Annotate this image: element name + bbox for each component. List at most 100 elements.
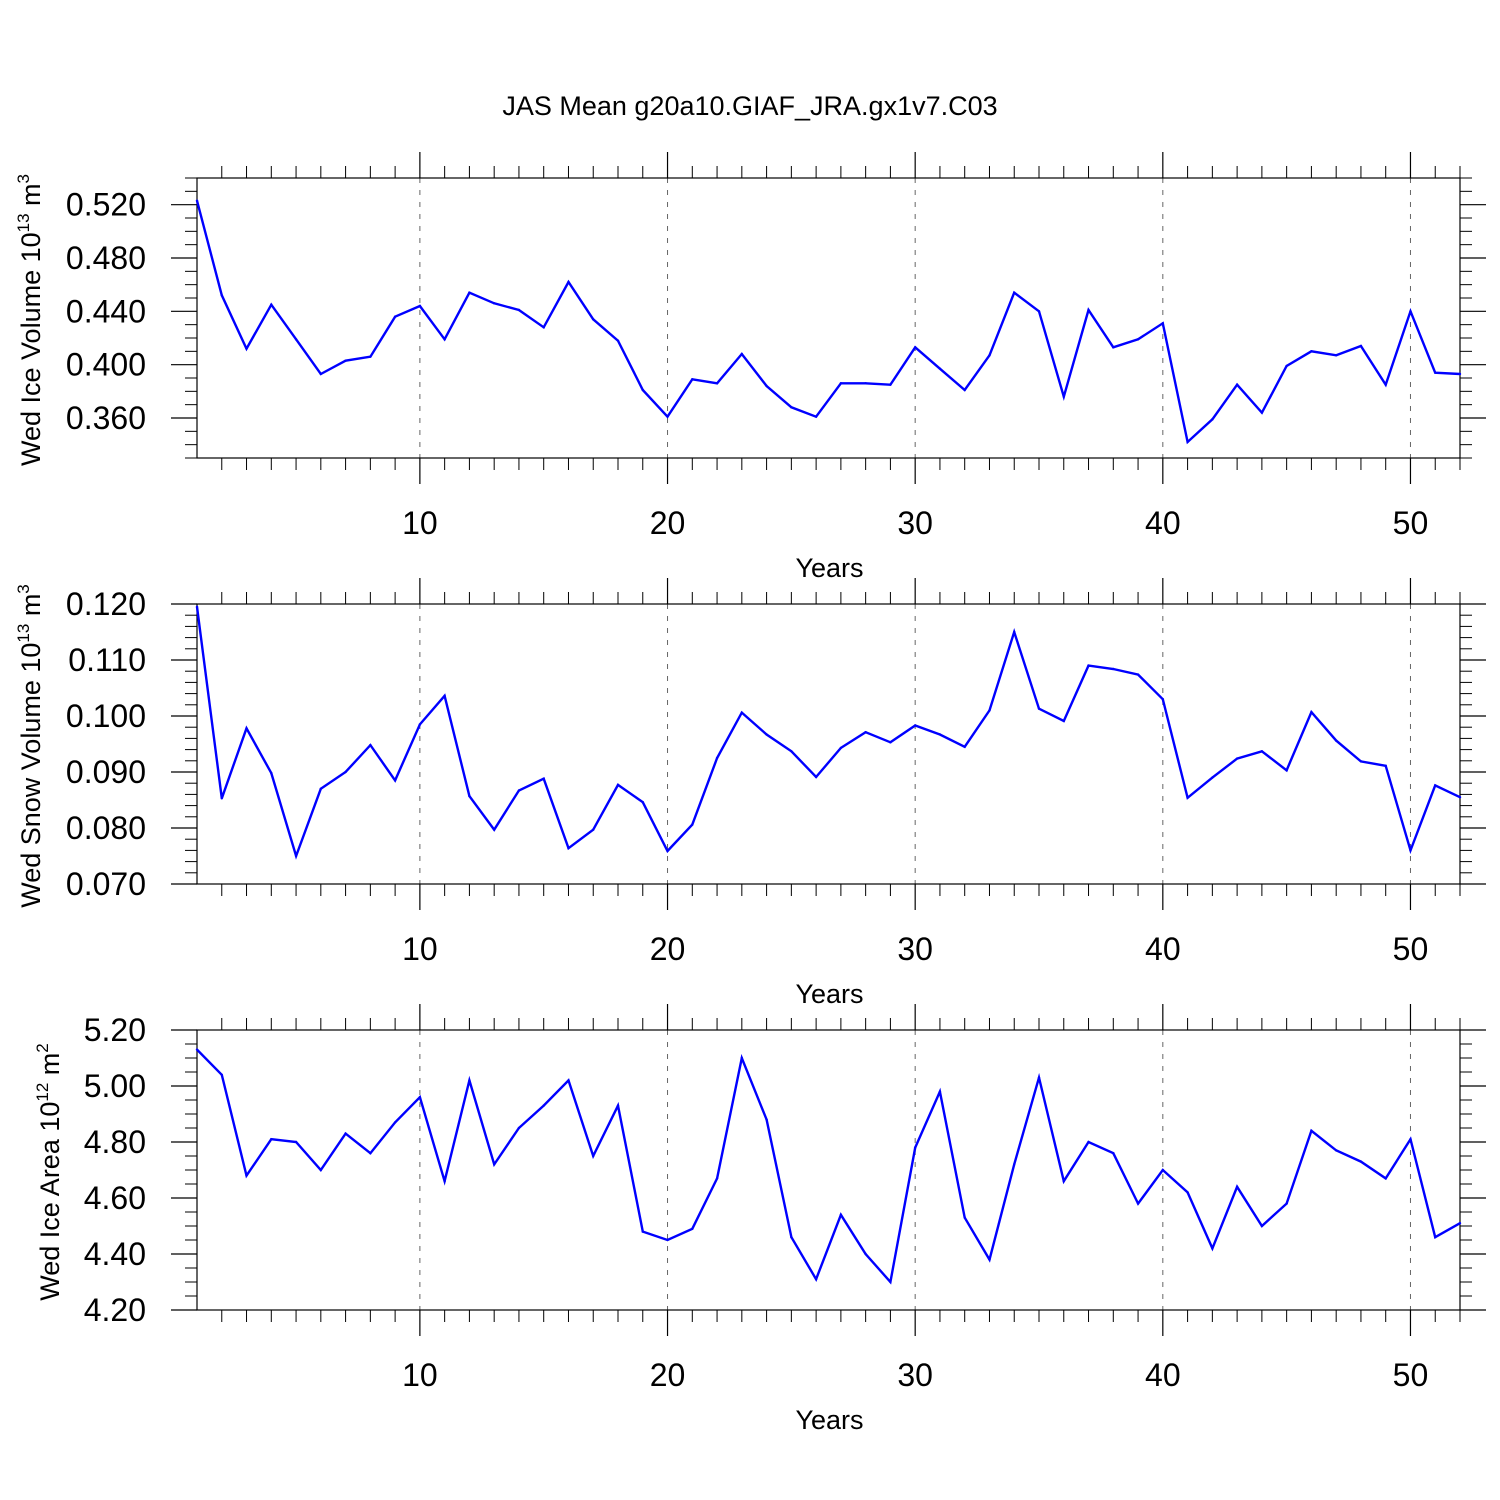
data-point [641,801,644,804]
data-point [1161,322,1165,325]
y-axis-label-exponent: 13 [14,213,33,232]
x-tick-label: 20 [650,1357,686,1393]
data-point [1112,667,1115,671]
x-tick-label: 30 [897,1357,933,1393]
x-tick-label: 20 [650,505,686,541]
data-point [839,1213,843,1217]
data-point [195,605,199,608]
data-point [418,1096,422,1099]
plot-frame [196,1029,1461,1311]
data-point [1458,1222,1462,1225]
data-point [418,304,422,308]
data-point [319,372,323,376]
data-point [443,694,446,698]
panel-snow-volume: 10 20 30 40 50 0.070 0.080 0.090 0.100 0.110 0.120… [14,578,1486,1009]
data-point [270,303,273,306]
y-axis-label-text: Wed Snow Volume 10 [16,643,46,908]
y-axis-label-unit: m [16,183,46,213]
data-point [1359,760,1363,763]
y-axis-label-unit-exponent: 3 [14,584,33,593]
data-point [1334,739,1338,742]
x-tick-label: 50 [1393,505,1429,541]
y-tick-label: 0.440 [66,293,146,329]
data-point [1186,1191,1189,1194]
y-tick-label: 5.00 [84,1068,146,1104]
data-point [1112,1152,1115,1155]
series-line-ice-volume [195,200,1461,445]
data-point [1062,395,1065,398]
data-point [1235,757,1239,760]
y-tick-label: 0.090 [66,754,146,790]
data-point [492,302,496,305]
data-point [666,849,669,853]
y-axis-label-text: Wed Ice Volume 10 [16,232,46,466]
data-point [1186,440,1189,444]
data-point [245,727,248,730]
data-point [517,789,521,792]
data-point [839,382,843,385]
data-point [1458,796,1462,799]
data-point [1112,346,1115,349]
chart-title: JAS Mean g20a10.GIAF_JRA.gx1v7.C03 [502,91,997,121]
data-point [443,338,446,341]
data-point [790,406,793,409]
data-point [740,1056,744,1060]
data-point [691,823,694,826]
data-point [1062,1180,1065,1183]
series-line-ice-area [196,1048,1461,1285]
data-point [1334,1149,1338,1152]
data-point [1434,1236,1437,1239]
data-point [790,1236,793,1239]
data-point [1136,338,1140,341]
data-point [1087,308,1090,312]
data-point [691,378,694,381]
y-tick-label: 0.080 [66,810,146,846]
data-point [1260,1224,1264,1228]
data-point [1235,1185,1239,1189]
data-point [1384,1177,1387,1180]
data-point [1409,310,1412,313]
data-point [1211,776,1214,779]
data-point [1235,383,1239,386]
data-point [393,779,397,782]
y-tick-label: 0.110 [68,642,146,678]
data-point [468,1079,471,1082]
y-tick-label: 0.400 [66,347,146,383]
y-axis-label-unit-exponent: 2 [33,1043,52,1052]
y-tick-label: 4.60 [84,1180,146,1216]
data-point [963,388,966,392]
panel-ice-area: 10 20 30 40 50 4.20 4.40 4.60 4.80 5.00 5.20 Years W… [33,1004,1486,1435]
data-point [988,1258,991,1261]
plot-frame [196,177,1461,459]
plot-frame [196,603,1461,885]
data-point [1161,1168,1165,1172]
data-point [1384,383,1387,386]
y-tick-label: 0.120 [66,586,146,622]
data-point [963,1216,966,1219]
data-point [1136,673,1140,676]
y-tick-label: 0.100 [66,698,146,734]
y-axis-label: Wed Snow Volume 1013 m3 [14,584,46,908]
data-point [319,1168,323,1172]
data-point [1037,707,1041,710]
data-point [344,770,347,774]
data-point [245,1174,248,1177]
data-point [195,199,199,202]
data-point [319,787,323,790]
data-point [889,383,892,386]
x-axis-label: Years [795,1405,863,1435]
x-tick-label: 30 [897,505,933,541]
data-point [765,733,768,736]
data-point [443,1180,446,1183]
data-point [814,775,818,779]
data-point [666,415,669,418]
data-point [369,743,372,747]
data-point [988,709,991,712]
x-tick-label: 10 [402,931,438,967]
data-point [220,294,223,297]
y-tick-label: 0.070 [66,866,146,902]
data-point [270,771,273,775]
data-point [913,724,917,727]
data-point [1458,372,1462,376]
